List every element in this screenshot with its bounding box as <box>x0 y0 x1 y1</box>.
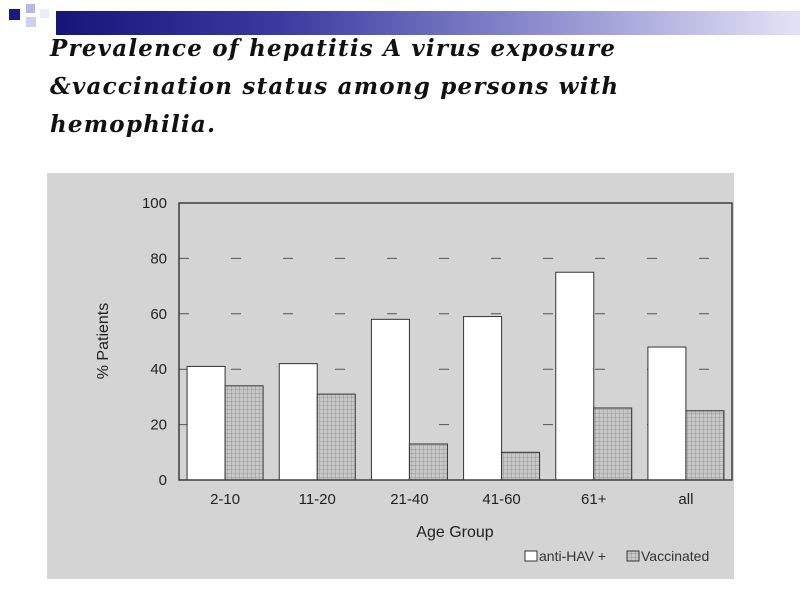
plot-frame <box>178 202 733 481</box>
y-tick-label: 100 <box>142 195 167 212</box>
bar-vaccinated <box>408 443 448 481</box>
slide-title: Prevalence of hepatitis A virus exposure… <box>50 30 650 144</box>
header-square-light <box>26 17 36 27</box>
bar-anti-hav <box>647 346 687 481</box>
slide-title-line: hemophilia. <box>50 111 217 138</box>
x-tick-label: 2-10 <box>210 491 240 508</box>
legend-swatch <box>524 550 538 562</box>
y-axis-title: % Patients <box>95 303 112 379</box>
bar-anti-hav <box>463 316 503 481</box>
legend: anti-HAV + Vaccinated <box>524 548 709 564</box>
slide-title-line: &vaccination status among persons with <box>50 73 620 100</box>
bar-anti-hav <box>278 363 318 481</box>
x-tick-label: 41-60 <box>482 491 520 508</box>
y-tick-label: 80 <box>150 250 167 267</box>
x-tick-label: 11-20 <box>299 491 336 508</box>
legend-swatch <box>626 550 640 562</box>
bar-chart: 0 20 40 60 80 100 2-10 11-20 21-40 41-60 61+ all A… <box>95 195 733 564</box>
y-tick-label: 0 <box>159 472 167 489</box>
header-square-light <box>40 9 49 18</box>
legend-label: Vaccinated <box>641 548 709 564</box>
bar-anti-hav <box>370 318 410 481</box>
x-axis-title: Age Group <box>416 524 493 541</box>
bar-vaccinated <box>224 385 264 481</box>
x-tick-label: all <box>678 491 693 508</box>
y-tick-label: 60 <box>150 306 167 323</box>
bar-vaccinated <box>685 410 725 481</box>
header-gradient-bar <box>56 11 800 35</box>
header-square-light <box>26 4 35 13</box>
y-axis: 0 20 40 60 80 100 <box>142 195 167 489</box>
legend-label: anti-HAV + <box>539 548 606 564</box>
bar-anti-hav <box>186 365 226 481</box>
x-axis: 2-10 11-20 21-40 41-60 61+ all <box>210 491 693 508</box>
slide-title-line: Prevalence of hepatitis A virus exposure <box>50 35 617 62</box>
bar-anti-hav <box>555 271 595 481</box>
y-tick-label: 20 <box>150 417 167 434</box>
x-tick-label: 21-40 <box>390 491 428 508</box>
chart-panel: 0 20 40 60 80 100 2-10 11-20 21-40 41-60 61+ all A… <box>47 173 734 579</box>
bar-vaccinated <box>501 451 541 481</box>
x-tick-label: 61+ <box>581 491 607 508</box>
bar-vaccinated <box>593 407 633 481</box>
header-square-dark <box>9 9 20 20</box>
y-tick-label: 40 <box>150 361 167 378</box>
bar-vaccinated <box>316 393 356 481</box>
bars <box>186 271 725 481</box>
